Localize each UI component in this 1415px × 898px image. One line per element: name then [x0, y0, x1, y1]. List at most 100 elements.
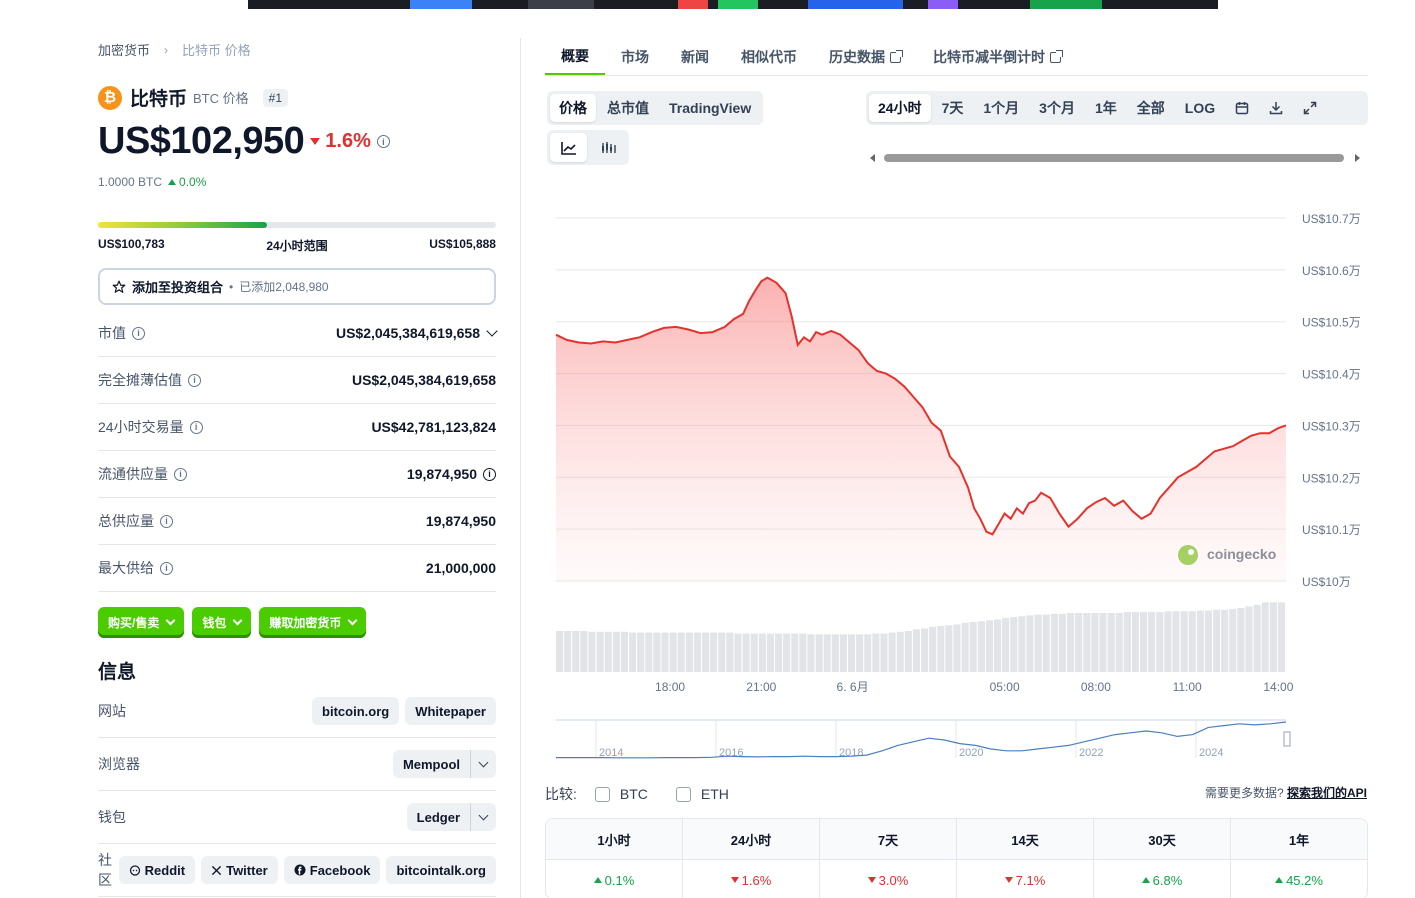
calendar-button[interactable] — [1226, 94, 1258, 122]
chart-mode-tradingview[interactable]: TradingView — [669, 100, 752, 116]
compare-btc-label[interactable]: BTC — [619, 786, 648, 802]
earn-crypto-button[interactable]: 赚取加密货币 — [259, 607, 367, 638]
range-log[interactable]: LOG — [1184, 100, 1216, 116]
x-tick-label: 14:00 — [1263, 680, 1293, 694]
wallet-button[interactable]: 钱包 — [192, 607, 252, 638]
chevron-down-icon — [232, 615, 243, 626]
tab-4[interactable]: 历史数据 — [813, 38, 917, 76]
range-1y[interactable]: 1年 — [1094, 100, 1117, 116]
range-all[interactable]: 全部 — [1136, 100, 1165, 116]
info-icon[interactable]: i — [160, 514, 173, 528]
tab-3[interactable]: 相似代币 — [725, 38, 813, 76]
chart-scrollbar[interactable] — [868, 152, 1364, 164]
tab-1[interactable]: 市场 — [605, 38, 665, 76]
volume-bar — [588, 631, 596, 672]
performance-value: 45.2% — [1231, 860, 1367, 898]
chart-mode-market-cap[interactable]: 总市值 — [607, 100, 649, 116]
navigator-handle[interactable] — [1283, 731, 1291, 747]
ad-banner[interactable] — [248, 0, 1218, 9]
range-1m[interactable]: 1个月 — [983, 100, 1020, 116]
bitcointalk-link[interactable]: bitcointalk.org — [386, 856, 496, 884]
add-to-portfolio-label: 添加至投资组合 — [132, 280, 224, 295]
facebook-link[interactable]: Facebook — [283, 856, 381, 884]
y-axis-labels: US$10.7万 US$10.6万 US$10.5万 US$10.4万 US$10.3万… — [1302, 212, 1361, 589]
volume-bar — [1253, 604, 1261, 672]
stat-label: 总供应量 i — [98, 511, 173, 531]
chevron-down-icon[interactable] — [486, 325, 498, 337]
compare-eth-checkbox[interactable] — [675, 786, 691, 802]
range-3m[interactable]: 3个月 — [1039, 100, 1075, 116]
navigator[interactable]: 2014 2016 2018 2020 2022 2024 — [556, 719, 1291, 759]
explorer-link[interactable]: Mempool — [402, 756, 460, 772]
tab-0[interactable]: 概要 — [545, 38, 605, 76]
range-label: 24小时范围 — [266, 239, 328, 253]
info-icon[interactable]: i — [189, 420, 203, 434]
volume-bar — [612, 631, 620, 672]
volume-bar — [977, 621, 985, 672]
api-link[interactable]: 探索我们的API — [1286, 786, 1367, 800]
whitepaper-link[interactable]: Whitepaper — [405, 697, 496, 725]
website-link[interactable]: bitcoin.org — [312, 697, 400, 725]
tab-2[interactable]: 新闻 — [665, 38, 725, 76]
twitter-link[interactable]: Twitter — [201, 856, 278, 884]
tab-5[interactable]: 比特币减半倒计时 — [917, 38, 1077, 76]
price-chart[interactable]: US$10.7万 US$10.6万 US$10.5万 US$10.4万 US$10.3万… — [545, 195, 1368, 775]
scroll-right-icon[interactable] — [1355, 154, 1360, 162]
volume-bar — [1140, 612, 1148, 672]
reddit-label: Reddit — [144, 862, 186, 878]
breadcrumb-root[interactable]: 加密货币 — [98, 43, 151, 58]
compare-btc-checkbox[interactable] — [594, 786, 610, 802]
info-icon[interactable]: i — [160, 561, 173, 575]
performance-period: 1年 — [1231, 819, 1367, 860]
up-arrow-icon — [593, 877, 602, 883]
star-icon — [112, 280, 126, 293]
performance-column: 14天 7.1% — [957, 819, 1094, 898]
info-row-community: 社区 Reddit Twitter Facebook bitcointalk.o… — [98, 844, 496, 897]
performance-value-text: 3.0% — [878, 872, 909, 888]
performance-column: 7天 3.0% — [820, 819, 957, 898]
btc-value: 1.0000 BTC — [98, 175, 163, 189]
add-to-portfolio-button[interactable]: 添加至投资组合 • 已添加2,048,980 — [98, 268, 496, 305]
volume-bar — [1026, 615, 1034, 672]
download-button[interactable] — [1260, 94, 1292, 122]
compare-eth-label[interactable]: ETH — [700, 786, 729, 802]
range-7d[interactable]: 7天 — [941, 100, 964, 116]
tab-label: 概要 — [561, 47, 589, 64]
reddit-link[interactable]: Reddit — [118, 856, 196, 884]
navigator-label: 2024 — [1199, 747, 1223, 759]
volume-bar — [896, 631, 904, 672]
wallet-dropdown-toggle[interactable] — [470, 803, 496, 831]
volume-bar — [1204, 610, 1212, 672]
fullscreen-button[interactable] — [1294, 94, 1326, 122]
info-icon[interactable]: i — [174, 467, 187, 481]
volume-bar — [815, 634, 823, 672]
wallet-link[interactable]: Ledger — [416, 809, 460, 825]
volume-bar — [921, 628, 929, 672]
info-icon[interactable]: i — [376, 135, 390, 148]
compare-label: 比较: — [545, 786, 577, 802]
volume-bar — [661, 632, 669, 672]
volume-bar — [1107, 613, 1115, 672]
navigator-label: 2018 — [839, 747, 863, 759]
explorer-dropdown-toggle[interactable] — [470, 750, 496, 778]
chart-mode-price[interactable]: 价格 — [550, 94, 596, 122]
info-icon[interactable]: i — [188, 373, 201, 387]
volume-bar — [1115, 613, 1123, 672]
volume-bar — [1050, 613, 1058, 672]
info-icon[interactable]: i — [132, 326, 145, 340]
performance-period: 7天 — [820, 819, 956, 860]
volume-bar — [888, 632, 896, 672]
x-tick-label: 21:00 — [746, 680, 776, 694]
twitter-label: Twitter — [226, 862, 268, 878]
info-icon[interactable]: i — [483, 467, 496, 481]
buy-sell-button[interactable]: 购买/售卖 — [98, 607, 185, 638]
candlestick-chart-button[interactable] — [589, 133, 626, 162]
expand-icon — [1303, 101, 1317, 115]
action-buttons: 购买/售卖 钱包 赚取加密货币 — [98, 607, 367, 638]
info-row-wallet: 钱包 Ledger — [98, 791, 496, 844]
line-chart-button[interactable] — [550, 133, 587, 162]
range-24h[interactable]: 24小时 — [869, 94, 931, 122]
scroll-left-icon[interactable] — [870, 154, 875, 162]
scroll-thumb[interactable] — [884, 154, 1344, 162]
buy-sell-label: 购买/售卖 — [108, 616, 160, 630]
